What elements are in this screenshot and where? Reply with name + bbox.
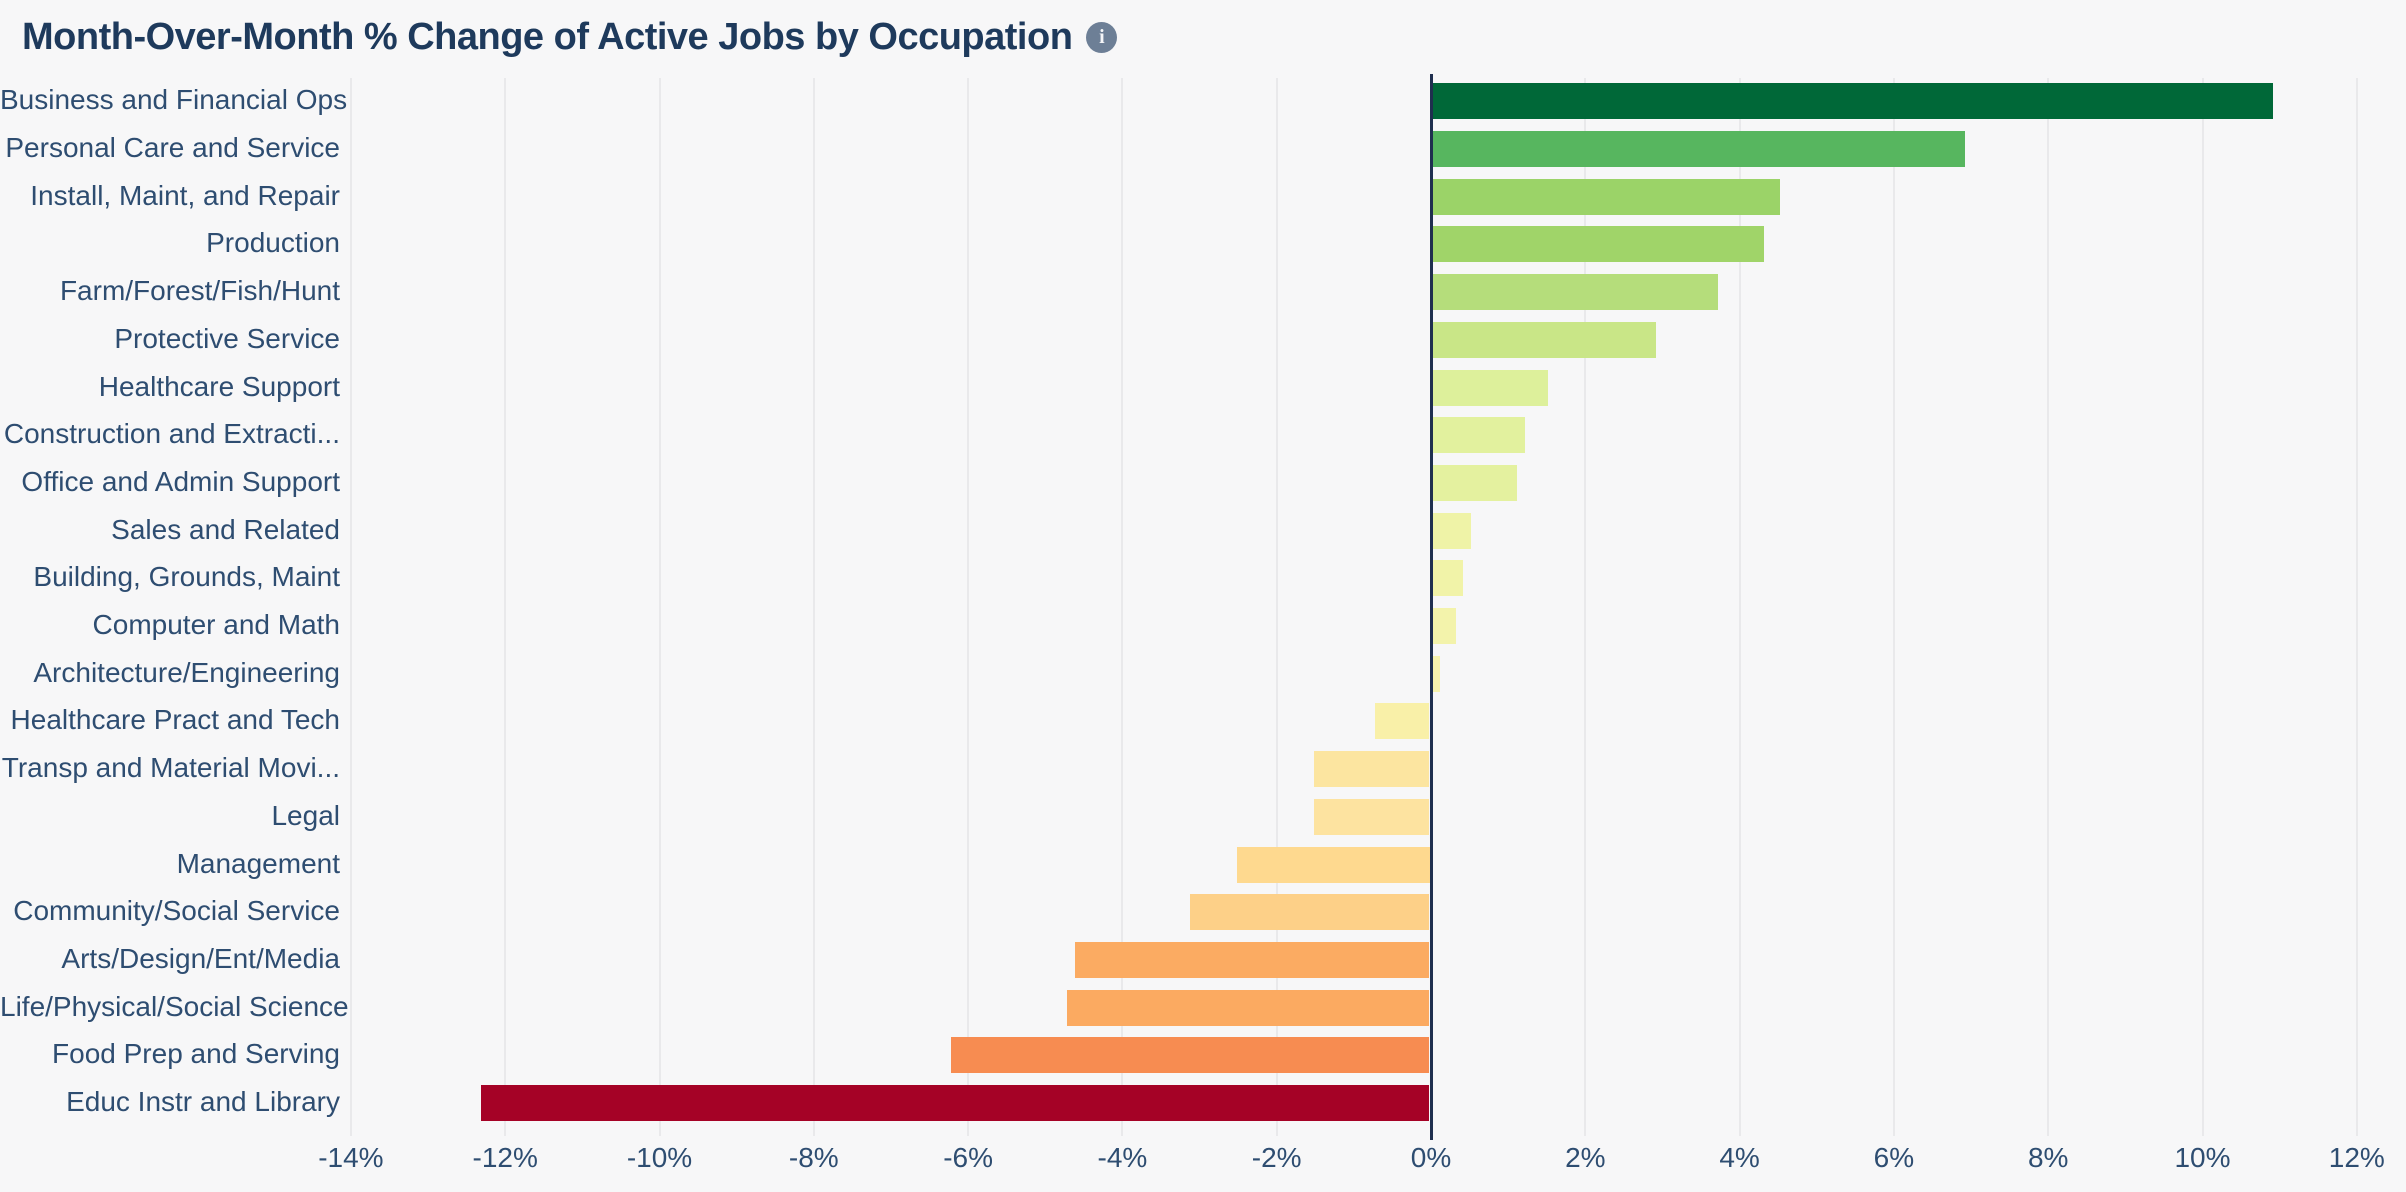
zero-axis-line [1429,74,1433,1140]
chart-bar[interactable] [1432,83,2274,120]
x-tick-label: -8% [788,1142,839,1173]
x-tick-label: 12% [2328,1142,2385,1173]
chart-bar[interactable] [1432,655,1441,692]
category-label: Office and Admin Support [21,465,340,497]
x-tick-label: -6% [943,1142,993,1173]
x-tick-label: -2% [1251,1142,1302,1173]
chart-bar[interactable] [1432,464,1518,501]
gridline [2201,78,2204,1136]
category-label: Protective Service [114,322,340,354]
category-label: Healthcare Support [98,370,340,402]
chart-bar[interactable] [951,1037,1430,1074]
chart-bar[interactable] [480,1085,1430,1121]
category-label: Sales and Related [111,513,340,545]
chart-bar[interactable] [1074,941,1430,978]
gridline [1892,78,1895,1136]
chart-bar[interactable] [1432,321,1657,358]
gridline [967,78,970,1136]
chart-bar[interactable] [1432,417,1526,454]
x-tick-label: -12% [472,1142,538,1173]
x-tick-label: -14% [318,1142,384,1173]
chart-bar[interactable] [1066,989,1430,1026]
chart-bar[interactable] [1432,226,1765,263]
chart-header: Month-Over-Month % Change of Active Jobs… [22,16,1118,59]
gridline [812,78,815,1136]
x-tick-label: -10% [626,1142,693,1173]
category-label: Healthcare Pract and Tech [10,704,340,736]
gridline [1275,78,1278,1136]
category-label: Personal Care and Service [5,132,340,163]
chart-bar[interactable] [1432,274,1718,311]
gridline [2047,78,2050,1136]
category-label: Building, Grounds, Maint [33,561,340,593]
x-tick-label: 4% [1719,1142,1760,1173]
category-label: Production [206,227,340,259]
category-label: Management [176,847,340,879]
gridline [658,78,661,1136]
info-icon[interactable]: i [1086,22,1118,53]
category-label: Business and Financial Ops [0,84,348,116]
category-label: Community/Social Service [13,895,340,927]
gridline [1584,78,1587,1136]
category-label: Food Prep and Serving [52,1038,340,1070]
x-tick-label: 6% [1873,1142,1915,1173]
x-tick-label: 10% [2174,1142,2231,1173]
chart-bar[interactable] [1190,894,1430,931]
chart-bar[interactable] [1432,178,1780,215]
gridline [504,78,507,1136]
x-tick-label: 8% [2027,1142,2069,1173]
category-label: Educ Instr and Library [66,1086,340,1117]
chart-bar[interactable] [1313,798,1430,835]
chart-bar[interactable] [1375,703,1430,740]
chart-bar[interactable] [1236,846,1430,883]
chart-title: Month-Over-Month % Change of Active Jobs… [22,16,1073,58]
chart-bar[interactable] [1432,131,1965,167]
chart-bar[interactable] [1432,560,1464,597]
category-label: Architecture/Engineering [33,656,340,688]
chart-bar[interactable] [1432,369,1549,406]
gridline [1121,78,1124,1136]
chart-bar[interactable] [1432,608,1456,644]
x-tick-label: 2% [1565,1142,1606,1173]
x-tick-label: 0% [1410,1142,1452,1173]
category-label: Legal [271,799,340,831]
gridline [1738,78,1741,1136]
x-tick-label: -4% [1097,1142,1148,1173]
category-label: Install, Maint, and Repair [30,179,340,211]
gridline [349,78,352,1136]
category-label: Transp and Material Movi... [1,752,340,784]
gridline [2355,78,2358,1136]
chart-bar[interactable] [1313,751,1430,788]
category-label: Farm/Forest/Fish/Hunt [59,275,340,307]
category-label: Construction and Extracti... [3,418,340,450]
chart-bar[interactable] [1432,512,1472,549]
category-label: Arts/Design/Ent/Media [61,942,340,974]
category-label: Computer and Math [92,609,340,640]
category-label: Life/Physical/Social Science [0,990,349,1022]
